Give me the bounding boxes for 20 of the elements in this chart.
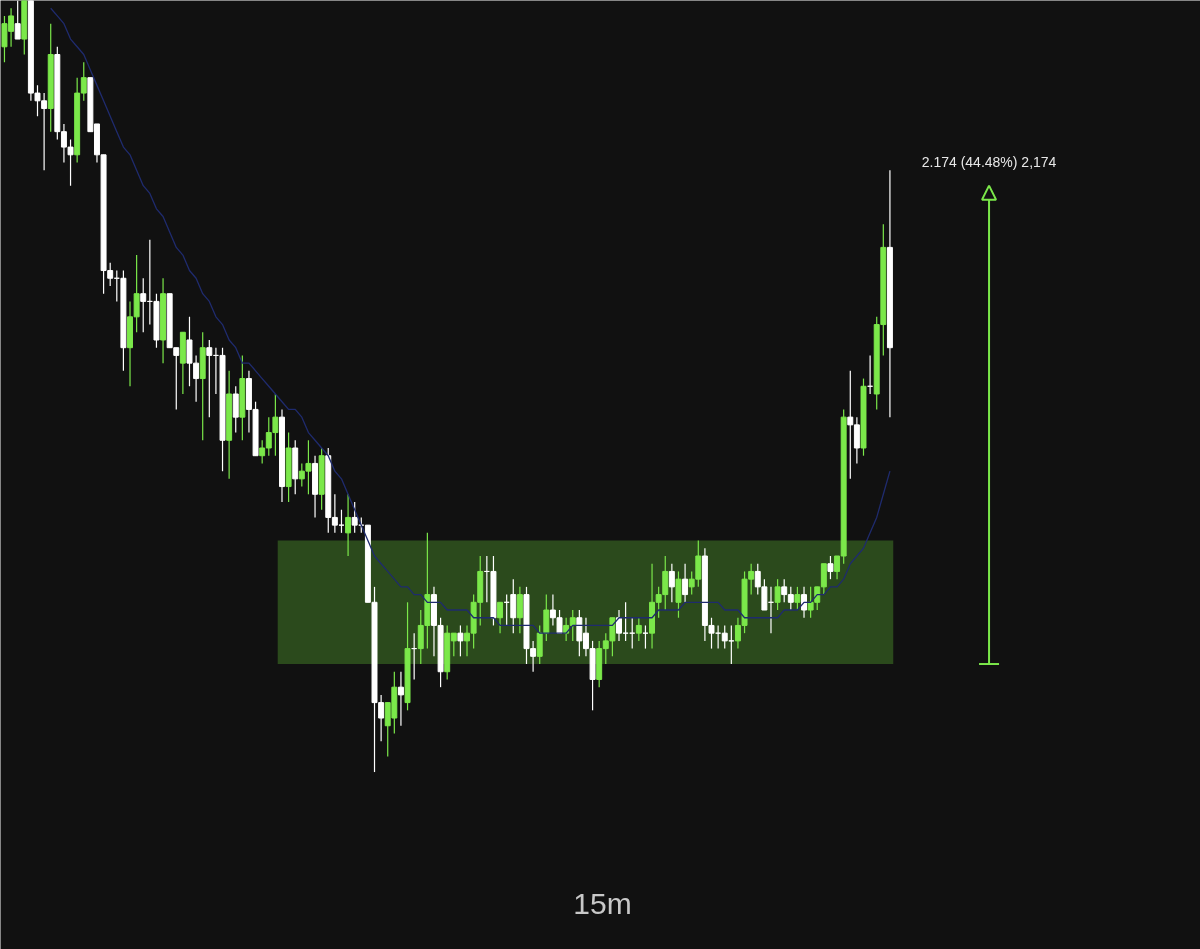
candlestick <box>635 617 642 642</box>
candlestick <box>675 570 682 619</box>
candlestick <box>682 563 689 603</box>
candlestick <box>457 624 464 657</box>
candlestick <box>536 624 543 665</box>
candlestick <box>516 586 523 634</box>
candlestick <box>543 593 550 642</box>
candlestick <box>774 578 781 611</box>
candlestick <box>345 493 352 557</box>
candlestick <box>497 601 504 634</box>
candlestick <box>801 586 807 619</box>
candlestick <box>668 563 675 603</box>
candlestick <box>794 586 801 611</box>
candlestick <box>14 0 21 40</box>
candlestick <box>232 385 239 434</box>
candlestick <box>397 671 404 727</box>
candlestick <box>827 555 834 580</box>
text: 2.174 (44.48%) 2,174 <box>921 154 1057 171</box>
text: 15m <box>573 886 632 920</box>
candlestick <box>351 501 358 534</box>
